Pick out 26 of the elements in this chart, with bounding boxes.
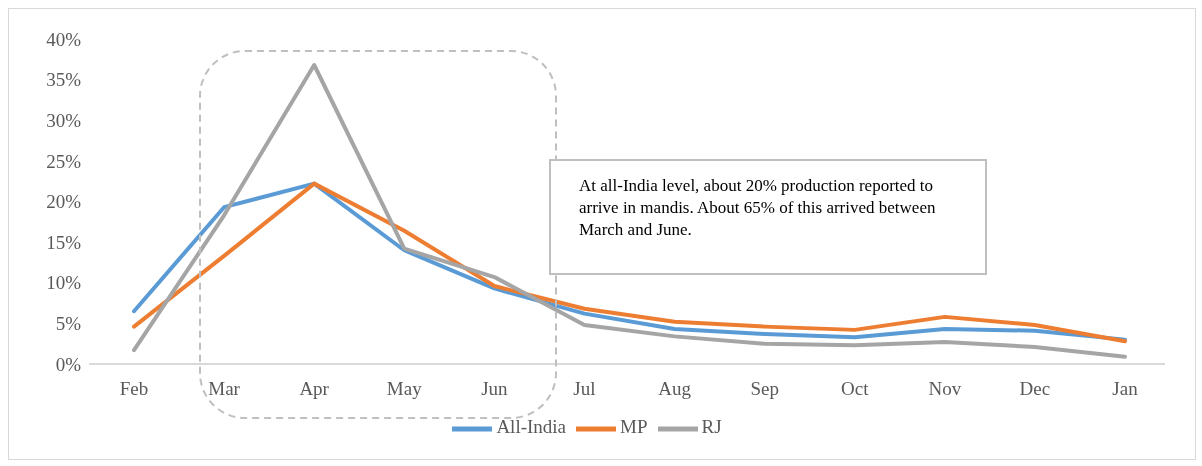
x-tick-label: Sep: [750, 378, 779, 400]
legend-label: MP: [620, 416, 648, 438]
y-tick-label: 40%: [46, 28, 82, 50]
y-tick-label: 25%: [46, 150, 82, 172]
note-box: At all-India level, about 20% production reported to arrive in mandis. About 65% of this arrived between March and June.: [549, 159, 987, 275]
y-tick-label: 35%: [46, 69, 82, 91]
x-tick-label: Nov: [928, 378, 962, 400]
y-tick-label: 0%: [55, 353, 82, 375]
x-tick-label: Jan: [1112, 378, 1139, 400]
x-tick-label: Mar: [208, 378, 241, 400]
y-tick-label: 20%: [46, 191, 82, 213]
x-tick-label: Aug: [658, 378, 692, 400]
legend-label: RJ: [701, 416, 722, 438]
y-tick-label: 30%: [46, 110, 82, 131]
x-tick-label: Feb: [119, 378, 149, 400]
legend-label: All-India: [496, 416, 567, 438]
y-tick-label: 10%: [46, 272, 82, 294]
y-tick-label: 5%: [55, 313, 82, 335]
x-tick-label: May: [386, 378, 423, 400]
x-tick-label: Apr: [299, 378, 330, 400]
x-tick-label: Oct: [841, 378, 870, 400]
x-tick-label: Dec: [1019, 378, 1051, 400]
line-series: [132, 63, 1127, 359]
y-tick-label: 15%: [46, 231, 82, 253]
x-tick-label: Jul: [573, 378, 596, 400]
x-tick-label: Jun: [481, 378, 509, 400]
